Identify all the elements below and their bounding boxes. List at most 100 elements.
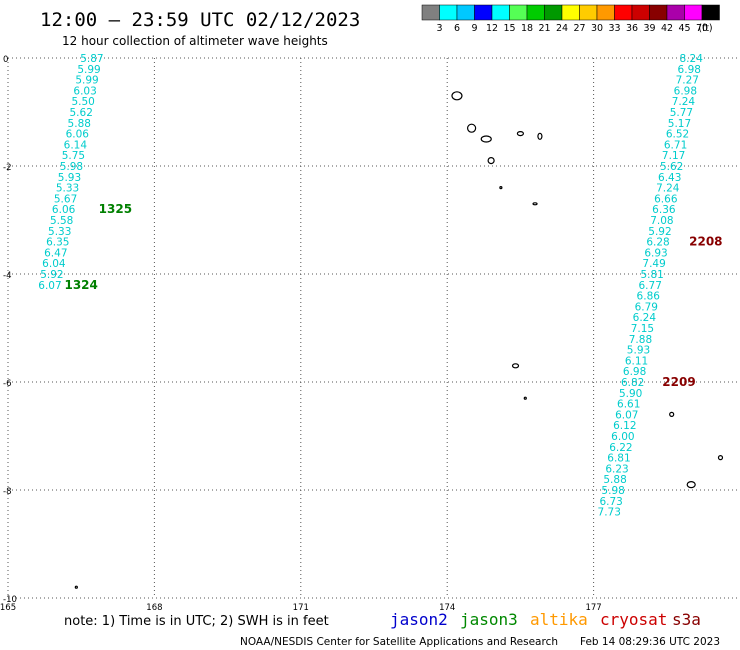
wave-height-label: 6.11	[625, 355, 648, 367]
colorbar-swatch	[509, 4, 528, 21]
island-outline	[74, 585, 78, 589]
colorbar-swatch	[684, 4, 703, 21]
wave-height-label: 6.66	[654, 193, 678, 205]
wave-height-label: 7.49	[642, 258, 665, 270]
island-outline	[511, 363, 520, 369]
wave-height-label: 5.87	[80, 53, 103, 65]
satellite-legend-entry: cryosat	[600, 610, 667, 629]
island-outline	[516, 131, 525, 137]
colorbar-swatch	[456, 4, 475, 21]
x-tick-label: 174	[439, 603, 455, 613]
colorbar-label: 70	[696, 23, 708, 34]
wave-height-label: 5.50	[71, 96, 94, 108]
colorbar-label: 27	[573, 23, 585, 34]
wave-height-label: 5.33	[48, 226, 71, 238]
wave-height-label: 7.24	[672, 96, 696, 108]
wave-height-label: 5.81	[640, 269, 663, 281]
wave-height-label: 5.77	[670, 107, 693, 119]
wave-height-label: 6.71	[664, 139, 687, 151]
wave-height-label: 5.99	[75, 75, 98, 87]
wave-height-label: 5.90	[619, 388, 642, 400]
wave-height-label: 6.14	[64, 139, 88, 151]
island-outline	[451, 91, 463, 101]
wave-height-label: 6.93	[644, 247, 667, 259]
wave-height-label: 6.07	[38, 280, 61, 292]
wave-height-label: 6.43	[658, 172, 681, 184]
colorbar-swatch	[474, 4, 493, 21]
island-outline	[480, 135, 492, 143]
footer-credit: NOAA/NESDIS Center for Satellite Applica…	[240, 636, 558, 648]
wave-height-label: 6.98	[678, 64, 701, 76]
colorbar-swatch	[491, 4, 510, 21]
wave-height-label: 5.62	[660, 161, 683, 173]
wave-height-label: 7.88	[629, 334, 652, 346]
y-tick-label: -2	[3, 163, 11, 173]
wave-height-label: 6.03	[73, 85, 96, 97]
colorbar-swatch	[544, 4, 563, 21]
wave-height-label: 6.07	[615, 409, 638, 421]
wave-height-label: 6.82	[621, 377, 644, 389]
wave-height-label: 6.81	[607, 453, 630, 465]
wave-height-label: 7.27	[676, 75, 699, 87]
wave-height-label: 6.52	[666, 129, 689, 141]
wave-height-label: 6.06	[66, 129, 90, 141]
wave-height-label: 5.92	[40, 269, 63, 281]
island-outline	[686, 481, 696, 489]
pass-time-label: 1325	[99, 202, 132, 216]
island-outline	[499, 186, 503, 190]
colorbar-label: 42	[661, 23, 673, 34]
satellite-legend: jason2 jason3 altika cryosat s3a	[390, 610, 701, 629]
colorbar-label: 33	[608, 23, 620, 34]
wave-height-label: 6.28	[646, 237, 669, 249]
x-tick-label: 177	[585, 603, 601, 613]
colorbar-swatch	[596, 4, 615, 21]
wave-height-label: 5.17	[668, 118, 691, 130]
wave-height-label: 5.98	[60, 161, 83, 173]
island-outline	[467, 123, 477, 133]
colorbar-swatch	[649, 4, 668, 21]
wave-height-label: 6.00	[611, 431, 634, 443]
wave-height-label: 6.12	[613, 420, 636, 432]
chart-title: 12:00 — 23:59 UTC 02/12/2023	[40, 9, 360, 31]
wave-height-label: 7.73	[598, 507, 621, 519]
colorbar-label: 3	[436, 23, 442, 34]
colorbar-swatch	[701, 4, 720, 21]
wave-height-label: 6.47	[44, 247, 67, 259]
colorbar-unit: (ft)	[698, 23, 712, 34]
colorbar-label: 45	[678, 23, 690, 34]
wave-height-label: 6.23	[605, 463, 628, 475]
pass-time-label: 1324	[64, 278, 97, 292]
wave-height-label: 6.86	[637, 291, 661, 303]
wave-height-label: 6.77	[639, 280, 662, 292]
wave-height-label: 7.24	[656, 183, 680, 195]
y-tick-label: 0	[3, 55, 8, 65]
colorbar-swatch	[526, 4, 545, 21]
wave-height-label: 5.88	[68, 118, 91, 130]
wave-height-label: 6.79	[635, 301, 658, 313]
wave-height-label: 6.22	[609, 442, 632, 454]
wave-height-label: 6.98	[623, 366, 646, 378]
pass-time-label: 2209	[662, 375, 695, 389]
colorbar-swatch	[579, 4, 598, 21]
y-tick-label: -4	[3, 271, 11, 281]
footer-timestamp: Feb 14 08:29:36 UTC 2023	[580, 636, 720, 648]
wave-height-label: 8.24	[680, 53, 704, 65]
wave-height-label: 5.58	[50, 215, 73, 227]
colorbar-swatch	[421, 4, 440, 21]
wave-height-label: 7.15	[631, 323, 654, 335]
wave-height-points: 5.875.995.996.035.505.625.886.066.145.75…	[38, 53, 703, 519]
wave-height-label: 5.92	[648, 226, 671, 238]
wave-height-label: 5.93	[627, 345, 650, 357]
y-tick-label: -10	[3, 595, 17, 605]
x-tick-label: 168	[146, 603, 162, 613]
island-outline	[717, 455, 724, 461]
wave-height-label: 5.62	[70, 107, 93, 119]
wave-height-label: 5.99	[77, 64, 100, 76]
wave-height-label: 6.06	[52, 204, 76, 216]
colorbar-swatch	[561, 4, 580, 21]
colorbar-label: 18	[521, 23, 533, 34]
x-tick-label: 165	[0, 603, 16, 613]
wave-height-label: 6.73	[599, 496, 622, 508]
satellite-legend-entry: jason3	[460, 610, 518, 629]
